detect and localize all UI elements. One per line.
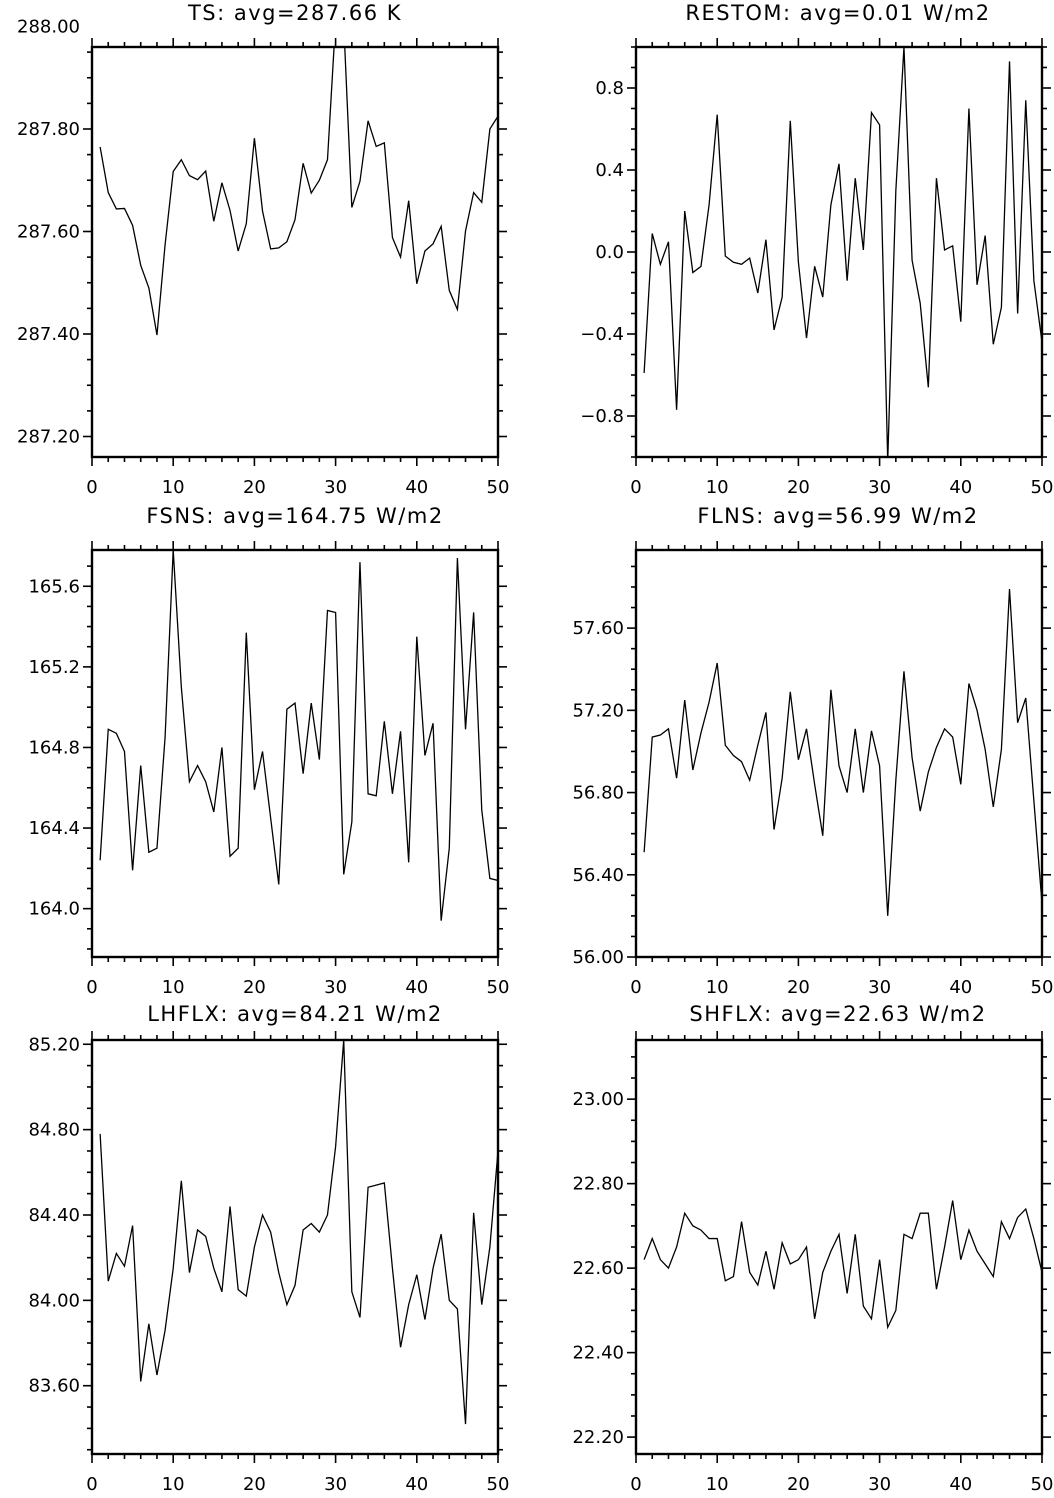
chart-panel: RESTOM: avg=0.01 W/m2 0 10 20 30 40 50 −0.8 −0.4…: [580, 1, 1053, 498]
x-tick-label: 30: [868, 1474, 891, 1494]
y-tick-label: 287.60: [17, 222, 80, 243]
chart-title: LHFLX: avg=84.21 W/m2: [147, 1002, 443, 1026]
x-tick-label: 10: [706, 977, 729, 998]
plot-frame: [634, 548, 1044, 959]
y-tick-label: 287.20: [17, 427, 80, 448]
x-tick-label: 50: [1031, 1474, 1054, 1494]
x-tick-label: 0: [86, 1474, 97, 1494]
chart-panel: SHFLX: avg=22.63 W/m2 0 10 20 30 40 50 22.20 22.…: [572, 1002, 1054, 1495]
series-line: [99, 1040, 498, 1425]
chart-panel: LHFLX: avg=84.21 W/m2 0 10 20 30 40 50 83.60 84.…: [28, 1002, 510, 1495]
y-tick-label: −0.4: [580, 324, 624, 345]
chart-panel: FSNS: avg=164.75 W/m2 0 10 20 30 40 50 164.0 164…: [28, 504, 509, 998]
plot-frame: [634, 1038, 1044, 1456]
chart-panel: TS: avg=287.66 K 0 10 20 30 40 50 287.20 287.40 2…: [17, 1, 509, 498]
series-line: [643, 1200, 1042, 1330]
y-tick-label: 288.00: [17, 17, 80, 38]
y-tick-label: 164.0: [28, 899, 80, 920]
y-tick-label: 287.80: [17, 119, 80, 140]
y-tick-label: 57.20: [572, 700, 624, 721]
x-tick-label: 20: [787, 1474, 810, 1494]
x-tick-label: 10: [162, 1474, 185, 1494]
x-tick-label: 50: [1031, 477, 1054, 498]
y-tick-label: 23.00: [572, 1089, 624, 1110]
series-line: [643, 589, 1042, 916]
series-line: [99, 550, 498, 921]
x-tick-label: 10: [162, 977, 185, 998]
x-tick-label: 30: [324, 1474, 347, 1494]
y-tick-label: 84.00: [28, 1290, 80, 1311]
x-tick-label: 0: [86, 977, 97, 998]
y-tick-label: 22.40: [572, 1343, 624, 1364]
y-tick-label: 22.80: [572, 1174, 624, 1195]
x-tick-label: 20: [243, 477, 266, 498]
y-tick-label: 57.60: [572, 618, 624, 639]
series-line: [643, 47, 1042, 457]
x-tick-label: 10: [706, 477, 729, 498]
x-tick-label: 0: [630, 977, 641, 998]
x-tick-label: 40: [949, 1474, 972, 1494]
chart-title: RESTOM: avg=0.01 W/m2: [685, 1, 990, 25]
y-tick-label: 56.00: [572, 947, 624, 968]
x-tick-label: 20: [243, 977, 266, 998]
x-tick-label: 0: [86, 477, 97, 498]
x-tick-label: 30: [868, 477, 891, 498]
y-tick-label: 164.8: [28, 737, 80, 758]
x-tick-label: 50: [487, 977, 510, 998]
x-tick-label: 10: [706, 1474, 729, 1494]
chart-title: TS: avg=287.66 K: [187, 1, 402, 25]
chart-title: FSNS: avg=164.75 W/m2: [146, 504, 443, 528]
y-tick-label: 0.4: [595, 160, 624, 181]
y-tick-label: 84.80: [28, 1120, 80, 1141]
x-tick-label: 20: [787, 477, 810, 498]
y-tick-label: −0.8: [580, 406, 624, 427]
plot-frame: [634, 45, 1044, 459]
x-tick-label: 40: [949, 477, 972, 498]
chart-title: FLNS: avg=56.99 W/m2: [697, 504, 978, 528]
y-tick-label: 165.6: [28, 576, 80, 597]
plot-frame: [90, 45, 500, 459]
x-tick-label: 30: [324, 977, 347, 998]
y-tick-label: 0.8: [595, 78, 624, 99]
x-tick-label: 40: [405, 977, 428, 998]
chart-title: SHFLX: avg=22.63 W/m2: [689, 1002, 986, 1026]
y-tick-label: 164.4: [28, 818, 80, 839]
x-tick-label: 50: [1031, 977, 1054, 998]
y-tick-label: 85.20: [28, 1034, 80, 1055]
y-tick-label: 22.60: [572, 1258, 624, 1279]
x-tick-label: 50: [487, 1474, 510, 1494]
x-tick-label: 20: [787, 977, 810, 998]
x-tick-label: 40: [949, 977, 972, 998]
chart-panel: FLNS: avg=56.99 W/m2 0 10 20 30 40 50 56.00 56.4…: [572, 504, 1053, 998]
y-tick-label: 0.0: [595, 242, 624, 263]
x-tick-label: 20: [243, 1474, 266, 1494]
y-tick-label: 165.2: [28, 657, 80, 678]
y-tick-label: 56.40: [572, 865, 624, 886]
y-tick-label: 56.80: [572, 783, 624, 804]
x-tick-label: 50: [487, 477, 510, 498]
y-tick-label: 22.20: [572, 1427, 624, 1448]
plot-frame: [90, 548, 500, 959]
x-tick-label: 10: [162, 477, 185, 498]
plot-frame: [90, 1038, 500, 1456]
x-tick-label: 40: [405, 477, 428, 498]
x-tick-label: 0: [630, 1474, 641, 1494]
x-tick-label: 30: [324, 477, 347, 498]
x-tick-label: 0: [630, 477, 641, 498]
y-tick-label: 287.40: [17, 324, 80, 345]
x-tick-label: 40: [405, 1474, 428, 1494]
y-tick-label: 84.40: [28, 1205, 80, 1226]
y-tick-label: 83.60: [28, 1376, 80, 1397]
series-line: [99, 47, 498, 336]
x-tick-label: 30: [868, 977, 891, 998]
